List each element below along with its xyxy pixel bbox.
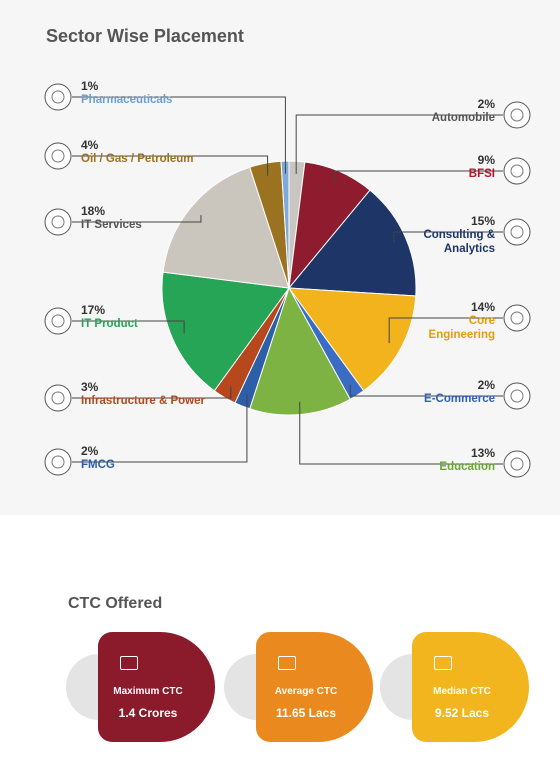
icon-inner	[51, 90, 65, 104]
icon-inner	[51, 314, 65, 328]
card-value: 1.4 Crores	[118, 706, 178, 720]
icon	[503, 382, 531, 410]
value-label: 3%	[81, 380, 99, 394]
card-value: 11.65 Lacs	[275, 706, 337, 720]
card-icon	[278, 656, 296, 670]
pie-slice	[162, 166, 290, 289]
leader-line	[388, 317, 503, 344]
leader-line	[393, 231, 503, 243]
value-label: 2%	[81, 444, 99, 458]
leader-line	[72, 394, 248, 463]
icon-inner	[51, 149, 65, 163]
pie-slice	[287, 287, 417, 392]
category-label: E-Commerce	[424, 393, 495, 405]
card-shape	[412, 632, 529, 742]
slice-label: 3% Infrastructure & Power	[81, 380, 231, 408]
value-label: 2%	[477, 97, 495, 111]
value-label: 14%	[470, 300, 495, 314]
category-label: Pharmaceuticals	[81, 94, 173, 106]
card-name: Average CTC	[274, 686, 338, 697]
icon	[44, 142, 72, 170]
value-label: 9%	[477, 153, 495, 167]
value-label: 18%	[81, 204, 106, 218]
card-icon	[120, 656, 138, 670]
icon	[44, 384, 72, 412]
icon	[503, 157, 531, 185]
leader-line	[72, 155, 269, 176]
slice-label: 4% Oil / Gas / Petroleum	[81, 138, 231, 166]
icon	[44, 307, 72, 335]
chart	[44, 83, 531, 478]
pie-slice	[161, 271, 290, 392]
value-label: 13%	[470, 446, 495, 460]
icon	[503, 450, 531, 478]
value-label: 15%	[470, 214, 495, 228]
icon-inner	[510, 108, 524, 122]
icon-inner	[510, 311, 524, 325]
icon-inner	[510, 389, 524, 403]
slice-label: 15% Consulting & Analytics	[395, 214, 495, 256]
icon-inner	[51, 215, 65, 229]
leader-line	[349, 384, 503, 397]
chart-title: Sector Wise Placement	[46, 26, 244, 46]
slice-label: 18% IT Services	[81, 204, 231, 232]
icon-inner	[51, 455, 65, 469]
value-label: 1%	[81, 79, 99, 93]
slice-label: 2% Automobile	[395, 97, 495, 125]
card-icon	[434, 656, 452, 670]
value-label: 4%	[81, 138, 99, 152]
leader-line	[295, 114, 503, 174]
card-name: Median CTC	[433, 686, 491, 697]
slice-label: 2% FMCG	[81, 444, 231, 472]
pie-slice	[287, 189, 417, 297]
slice-label: 13% Education	[395, 446, 495, 474]
slice-label: 2% E-Commerce	[395, 378, 495, 406]
ctc-card: Maximum CTC 1.4 Crores	[66, 632, 215, 742]
icon-inner	[510, 457, 524, 471]
icon	[44, 208, 72, 236]
card-value: 9.52 Lacs	[434, 706, 490, 720]
category-label: Education	[439, 461, 495, 473]
slice-label: 1% Pharmaceuticals	[81, 79, 231, 107]
value-label: 17%	[81, 303, 106, 317]
category-label: IT Product	[81, 318, 138, 330]
pie-slice	[249, 286, 351, 416]
slice-label: 14% Core Engineering	[415, 300, 495, 342]
leader-line	[333, 170, 503, 184]
category-label: Core Engineering	[428, 315, 495, 341]
leader-line	[72, 96, 286, 174]
category-label: BFSI	[468, 168, 495, 180]
icon	[44, 448, 72, 476]
category-label: Consulting & Analytics	[423, 229, 495, 255]
card-name: Maximum CTC	[113, 686, 183, 697]
card-shape	[256, 632, 373, 742]
ctc-card: Median CTC 9.52 Lacs	[380, 632, 529, 742]
ctc-card: Average CTC 11.65 Lacs	[224, 632, 373, 742]
category-label: Automobile	[431, 112, 495, 124]
leader-line	[72, 215, 202, 223]
icon	[503, 101, 531, 129]
slice-label: 17% IT Product	[81, 303, 231, 331]
leader-line	[72, 386, 232, 399]
category-label: FMCG	[81, 459, 115, 471]
icon	[503, 304, 531, 332]
category-label: Infrastructure & Power	[81, 395, 205, 407]
icon	[44, 83, 72, 111]
category-label: Oil / Gas / Petroleum	[81, 153, 194, 165]
card-shape	[98, 632, 215, 742]
value-label: 2%	[477, 378, 495, 392]
slice-label: 9% BFSI	[395, 153, 495, 181]
icon-inner	[510, 164, 524, 178]
leader-line	[299, 401, 503, 465]
icon-inner	[51, 391, 65, 405]
icon-inner	[510, 225, 524, 239]
icon	[503, 218, 531, 246]
ctc-title: CTC Offered	[68, 595, 163, 612]
leader-line	[72, 320, 185, 334]
category-label: IT Services	[81, 219, 142, 231]
